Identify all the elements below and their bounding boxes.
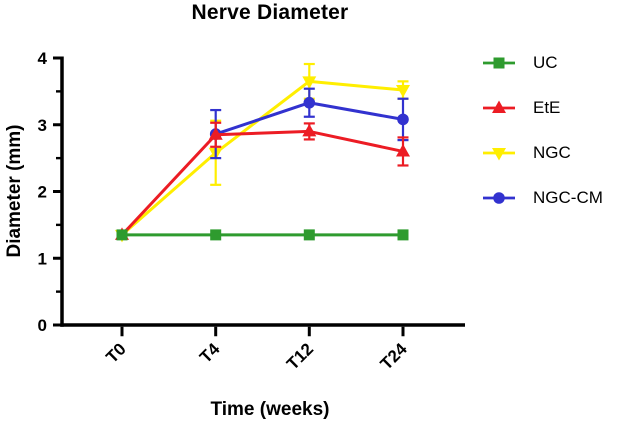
- legend-item-ngc-cm: NGC-CM: [482, 175, 603, 220]
- legend-item-ngc: NGC: [482, 130, 603, 175]
- ete-triangle-marker-icon: [483, 100, 515, 113]
- uc-square-marker-icon: [483, 57, 515, 68]
- ngc-triangle-down-marker-icon: [483, 147, 515, 160]
- legend: UC EtE NGC NGC-CM: [482, 40, 603, 220]
- y-tick-label-4: 4: [38, 49, 48, 68]
- x-tick-label-t4: T4: [196, 339, 224, 367]
- series-ngc: [115, 62, 410, 243]
- series-ete: [115, 121, 410, 240]
- series-uc: [116, 229, 409, 241]
- y-tick-label-2: 2: [38, 183, 47, 202]
- legend-label-ngc-cm: NGC-CM: [533, 187, 603, 207]
- x-tick-label-t24: T24: [377, 339, 412, 374]
- x-axis-ticks: T0 T4 T12 T24: [102, 326, 412, 374]
- ngc-cm-circle-marker-icon: [483, 191, 515, 204]
- y-tick-label-3: 3: [38, 116, 47, 135]
- axes: [60, 56, 465, 327]
- y-tick-label-1: 1: [38, 249, 47, 268]
- legend-label-ete: EtE: [533, 97, 561, 117]
- chart-title: Nerve Diameter: [191, 1, 349, 24]
- legend-label-uc: UC: [533, 52, 558, 72]
- x-axis-label: Time (weeks): [210, 399, 330, 420]
- y-tick-label-0: 0: [38, 316, 47, 335]
- legend-label-ngc: NGC: [533, 142, 571, 162]
- legend-item-ete: EtE: [482, 85, 603, 130]
- y-axis-ticks: 0 1 2 3 4: [38, 49, 62, 335]
- legend-item-uc: UC: [482, 40, 603, 85]
- x-tick-label-t0: T0: [102, 339, 129, 366]
- x-tick-label-t12: T12: [283, 339, 317, 373]
